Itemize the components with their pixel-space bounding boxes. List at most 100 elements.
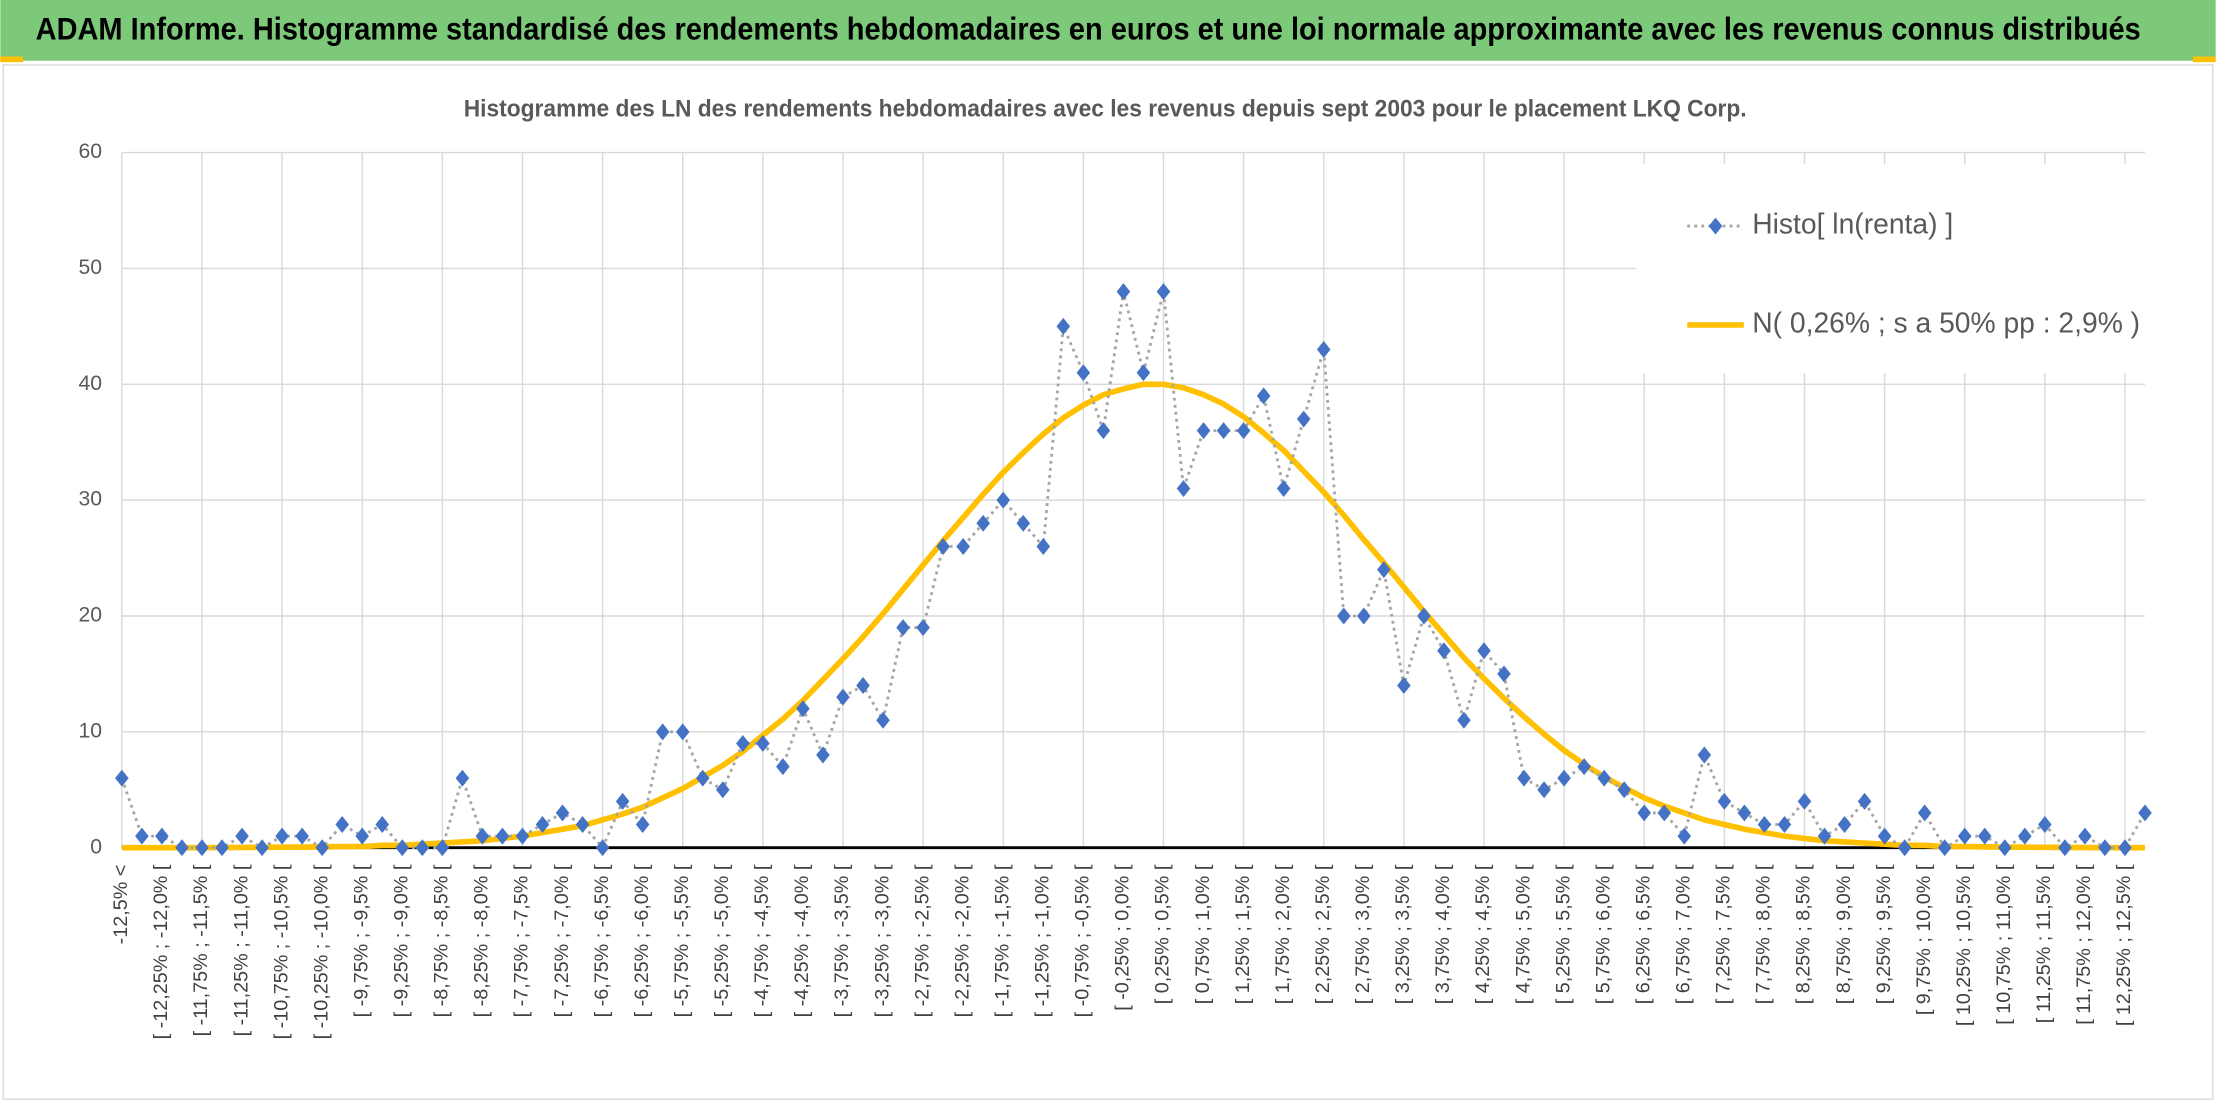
data-point xyxy=(515,827,530,845)
data-point xyxy=(1397,677,1411,694)
data-point xyxy=(1797,792,1812,810)
data-point xyxy=(976,514,990,532)
grid: 0 10 20 30 40 50 60 -12,5% < [ -12,25% ; -12,0% … xyxy=(78,140,2146,1039)
data-point xyxy=(1176,480,1191,498)
data-point xyxy=(876,711,890,729)
x-tick-label: [ -8,25% ; -8,0% [ xyxy=(471,864,493,1017)
data-point xyxy=(1998,839,2012,857)
x-tick-label: [ 2,25% ; 2,5% [ xyxy=(1312,864,1334,1004)
x-tick-label: [ 2,75% ; 3,0% [ xyxy=(1352,864,1374,1004)
data-point xyxy=(1777,816,1792,833)
x-tick-label: [ -1,75% ; -1,5% [ xyxy=(991,864,1013,1017)
x-tick-label: [ -6,75% ; -6,5% [ xyxy=(591,864,613,1017)
x-tick-label: [ 3,75% ; 4,0% [ xyxy=(1432,864,1454,1004)
x-tick-label: [ 1,75% ; 2,0% [ xyxy=(1272,864,1294,1004)
data-point xyxy=(155,827,169,845)
data-point xyxy=(1457,711,1471,729)
series-line xyxy=(120,290,2147,850)
corner-mark xyxy=(2193,56,2216,63)
data-point xyxy=(2078,827,2092,845)
x-tick-label: [ 0,25% ; 0,5% [ xyxy=(1152,864,1174,1004)
data-point xyxy=(295,827,309,845)
data-point xyxy=(1497,665,1511,683)
data-point xyxy=(2098,839,2112,857)
data-point xyxy=(655,723,670,741)
data-point xyxy=(1637,804,1652,822)
data-point xyxy=(776,758,790,776)
x-tick-label: [ -12,25% ; -12,0% [ xyxy=(150,864,172,1039)
series-line xyxy=(121,381,2146,851)
x-tick-label: [ -9,75% ; -9,5% [ xyxy=(350,864,372,1017)
data-point xyxy=(1056,317,1071,335)
x-tick-label: [ -3,75% ; -3,5% [ xyxy=(831,864,853,1017)
data-point xyxy=(1196,422,1211,440)
data-point xyxy=(1957,827,1972,845)
x-tick-label: [ 5,75% ; 6,0% [ xyxy=(1592,864,1614,1004)
data-point xyxy=(1557,769,1571,787)
data-point xyxy=(2138,804,2152,822)
data-point xyxy=(615,792,630,810)
x-tick-label: [ 12,25% ; 12,5% [ xyxy=(2113,864,2135,1026)
data-point xyxy=(1036,538,1051,555)
data-point xyxy=(1096,422,1111,440)
x-tick-label: [ 6,75% ; 7,0% [ xyxy=(1673,864,1695,1004)
data-point xyxy=(375,816,390,833)
data-point xyxy=(1677,827,1692,845)
x-tick-label: [ -3,25% ; -3,0% [ xyxy=(871,864,893,1017)
chart-title: ADAM Informe. Histogramme standardisé de… xyxy=(36,11,2141,46)
legend-label: N( 0,26% ; s a 50% pp : 2,9% ) xyxy=(1752,306,2140,338)
x-tick-label: [ -10,75% ; -10,5% [ xyxy=(270,864,292,1039)
data-point xyxy=(1657,804,1672,822)
x-tick-label: [ 11,75% ; 12,0% [ xyxy=(2073,864,2095,1025)
data-point xyxy=(1116,283,1131,301)
x-tick-label: [ 9,25% ; 9,5% [ xyxy=(1873,864,1895,1004)
y-tick-label: 20 xyxy=(78,604,102,627)
data-point xyxy=(555,804,570,822)
legend: Histo[ ln(renta) ] N( 0,26% ; s a 50% pp … xyxy=(1636,163,2148,373)
y-tick-label: 60 xyxy=(78,140,102,163)
x-tick-label: [ 8,75% ; 9,0% [ xyxy=(1833,864,1855,1004)
data-point xyxy=(315,839,329,857)
data-point xyxy=(535,816,550,833)
data-point xyxy=(1236,422,1251,440)
data-point xyxy=(395,839,410,857)
legend-marker xyxy=(1708,217,1723,235)
y-tick-label: 30 xyxy=(78,488,102,511)
chart-subtitle: Histogramme des LN des rendements hebdom… xyxy=(464,96,1747,123)
data-point xyxy=(2038,816,2052,833)
y-tick-label: 50 xyxy=(78,256,102,279)
data-point xyxy=(1316,341,1331,359)
x-tick-label: [ -8,75% ; -8,5% [ xyxy=(431,864,453,1017)
data-point xyxy=(135,827,149,845)
x-tick-label: [ -10,25% ; -10,0% [ xyxy=(310,864,332,1039)
data-point xyxy=(716,781,730,799)
x-tick-label: [ -5,75% ; -5,5% [ xyxy=(671,864,693,1017)
x-tick-label: [ -0,75% ; -0,5% [ xyxy=(1072,864,1094,1017)
title-bar xyxy=(0,0,2216,61)
data-point xyxy=(415,839,430,857)
data-point xyxy=(175,839,189,857)
data-point xyxy=(1537,781,1551,799)
data-point xyxy=(2018,827,2032,845)
data-point xyxy=(1737,804,1752,822)
x-tick-label: [ 7,25% ; 7,5% [ xyxy=(1713,864,1735,1004)
data-point xyxy=(1597,769,1611,787)
x-tick-label: [ 8,25% ; 8,5% [ xyxy=(1793,864,1815,1004)
x-tick-label: [ 0,75% ; 1,0% [ xyxy=(1192,864,1214,1004)
x-tick-label: [ -5,25% ; -5,0% [ xyxy=(711,864,733,1017)
x-tick-label: [ 4,75% ; 5,0% [ xyxy=(1512,864,1534,1004)
data-point xyxy=(675,723,690,741)
data-point xyxy=(195,839,209,857)
x-tick-label: [ 5,25% ; 5,5% [ xyxy=(1552,864,1574,1004)
data-point xyxy=(1216,422,1231,440)
x-tick-label: -12,5% < xyxy=(110,865,132,945)
data-point xyxy=(756,734,770,752)
legend-background xyxy=(1636,163,2148,373)
x-tick-label: [ -4,75% ; -4,5% [ xyxy=(751,864,773,1017)
data-point xyxy=(2058,839,2072,857)
x-tick-label: [ 4,25% ; 4,5% [ xyxy=(1472,864,1494,1004)
x-tick-label: [ -9,25% ; -9,0% [ xyxy=(391,864,413,1017)
data-point xyxy=(455,769,470,787)
x-tick-label: [ -6,25% ; -6,0% [ xyxy=(631,864,653,1017)
